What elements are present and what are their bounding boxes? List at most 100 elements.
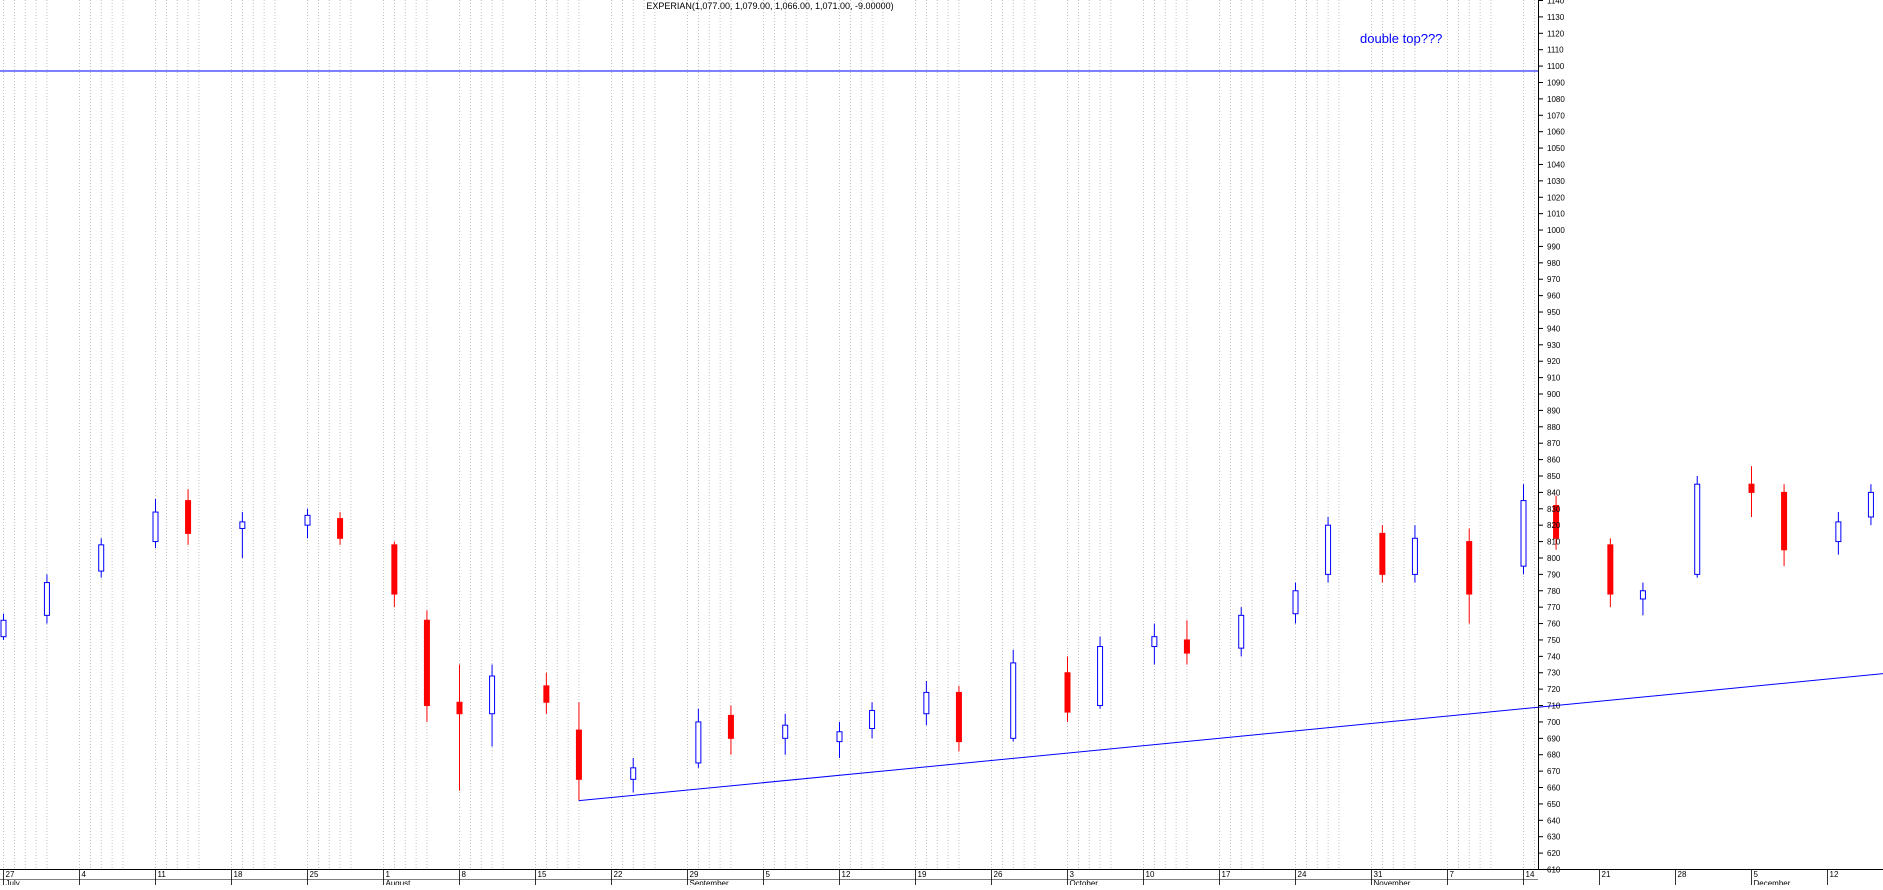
- candle: [304, 508, 311, 539]
- y-tick-label: 630: [1547, 833, 1561, 842]
- chart-title: EXPERIAN(1,077.00, 1,079.00, 1,066.00, 1…: [646, 1, 893, 11]
- candle: [1867, 484, 1874, 526]
- candle-body-down: [1553, 505, 1560, 539]
- candle-body-down: [1379, 532, 1386, 575]
- candle-body-up: [695, 721, 702, 764]
- y-tick-label: 640: [1547, 816, 1561, 825]
- x-tick-label: 1: [386, 870, 391, 879]
- x-tick-label: 25: [310, 870, 319, 879]
- candle: [1748, 466, 1755, 517]
- candle-body-up: [923, 691, 930, 715]
- candle-body-down: [727, 714, 734, 739]
- y-tick-label: 1130: [1547, 13, 1565, 22]
- y-tick-label: 910: [1547, 374, 1561, 383]
- y-tick-label: 990: [1547, 242, 1561, 251]
- x-tick-label: 5: [766, 870, 771, 879]
- candle-body-down: [423, 619, 430, 707]
- candle: [1835, 512, 1842, 555]
- candle: [869, 702, 876, 739]
- candle: [98, 538, 105, 578]
- candle-body-up: [1639, 590, 1646, 600]
- candle-body-up: [836, 731, 843, 743]
- y-tick-label: 1100: [1547, 62, 1565, 71]
- candle: [423, 610, 430, 722]
- candle-body-up: [869, 709, 876, 729]
- x-month-label: October: [1070, 879, 1099, 885]
- candle-body-down: [337, 518, 344, 539]
- y-tick-label: 960: [1547, 292, 1561, 301]
- candle: [0, 613, 7, 640]
- y-tick-label: 740: [1547, 652, 1561, 661]
- y-tick-label: 1090: [1547, 78, 1565, 87]
- candle: [1411, 525, 1418, 583]
- y-tick-label: 1120: [1547, 29, 1565, 38]
- x-tick-label: 11: [158, 870, 167, 879]
- x-tick-label: 17: [1222, 870, 1231, 879]
- candle: [43, 574, 50, 624]
- candle: [239, 512, 246, 558]
- candle-body-down: [543, 685, 550, 703]
- candle: [1292, 582, 1299, 624]
- candle: [1520, 484, 1527, 575]
- x-tick-label: 31: [1374, 870, 1383, 879]
- x-tick-label: 14: [1526, 870, 1535, 879]
- x-tick-label: 18: [234, 870, 243, 879]
- x-tick-label: 26: [994, 870, 1003, 879]
- candle-body-up: [1151, 636, 1158, 648]
- candle: [185, 489, 192, 545]
- candle-body-up: [782, 724, 789, 739]
- y-tick-label: 940: [1547, 324, 1561, 333]
- y-tick-label: 780: [1547, 587, 1561, 596]
- y-tick-label: 800: [1547, 554, 1561, 563]
- x-tick-label: 19: [918, 870, 927, 879]
- y-tick-label: 880: [1547, 423, 1561, 432]
- x-tick-label: 5: [1754, 870, 1759, 879]
- candle-body-up: [0, 619, 7, 638]
- candles: [0, 466, 1874, 801]
- candle-body-down: [1064, 672, 1071, 713]
- y-tick-label: 850: [1547, 472, 1561, 481]
- y-tick-label: 1030: [1547, 177, 1565, 186]
- candle: [695, 708, 702, 768]
- candle: [1151, 623, 1158, 665]
- y-tick-label: 1020: [1547, 193, 1565, 202]
- candle: [1379, 525, 1386, 583]
- y-tick-label: 890: [1547, 406, 1561, 415]
- candle: [1466, 528, 1473, 624]
- candle-body-up: [43, 582, 50, 616]
- candle-body-up: [630, 767, 637, 780]
- candle-body-up: [1238, 614, 1245, 649]
- candle-body-down: [1607, 544, 1614, 595]
- candle: [782, 713, 789, 755]
- x-tick-label: 4: [82, 870, 87, 879]
- candle-body-down: [391, 544, 398, 595]
- x-tick-label: 28: [1678, 870, 1687, 879]
- y-tick-label: 680: [1547, 751, 1561, 760]
- x-tick-label: 7: [1450, 870, 1455, 879]
- support-trendline: [578, 673, 1883, 802]
- y-tick-label: 1060: [1547, 128, 1565, 137]
- candle: [923, 680, 930, 726]
- candle: [1010, 649, 1017, 742]
- candle-body-up: [98, 544, 105, 572]
- candle-body-down: [1183, 639, 1190, 654]
- y-tick-label: 770: [1547, 603, 1561, 612]
- y-tick-label: 860: [1547, 456, 1561, 465]
- candle: [1183, 620, 1190, 665]
- candle: [337, 512, 344, 545]
- candle-body-up: [489, 675, 496, 715]
- annotation-double-top: double top???: [1360, 31, 1442, 46]
- x-tick-label: 8: [462, 870, 467, 879]
- x-tick-label: 27: [6, 870, 15, 879]
- y-tick-label: 830: [1547, 505, 1561, 514]
- y-tick-label: 760: [1547, 620, 1561, 629]
- x-tick-label: 21: [1602, 870, 1611, 879]
- y-tick-label: 970: [1547, 275, 1561, 284]
- candle-body-up: [304, 514, 311, 526]
- y-tick-label: 950: [1547, 308, 1561, 317]
- y-tick-label: 930: [1547, 341, 1561, 350]
- y-tick-label: 660: [1547, 784, 1561, 793]
- candle: [1639, 582, 1646, 616]
- candle: [1781, 484, 1788, 567]
